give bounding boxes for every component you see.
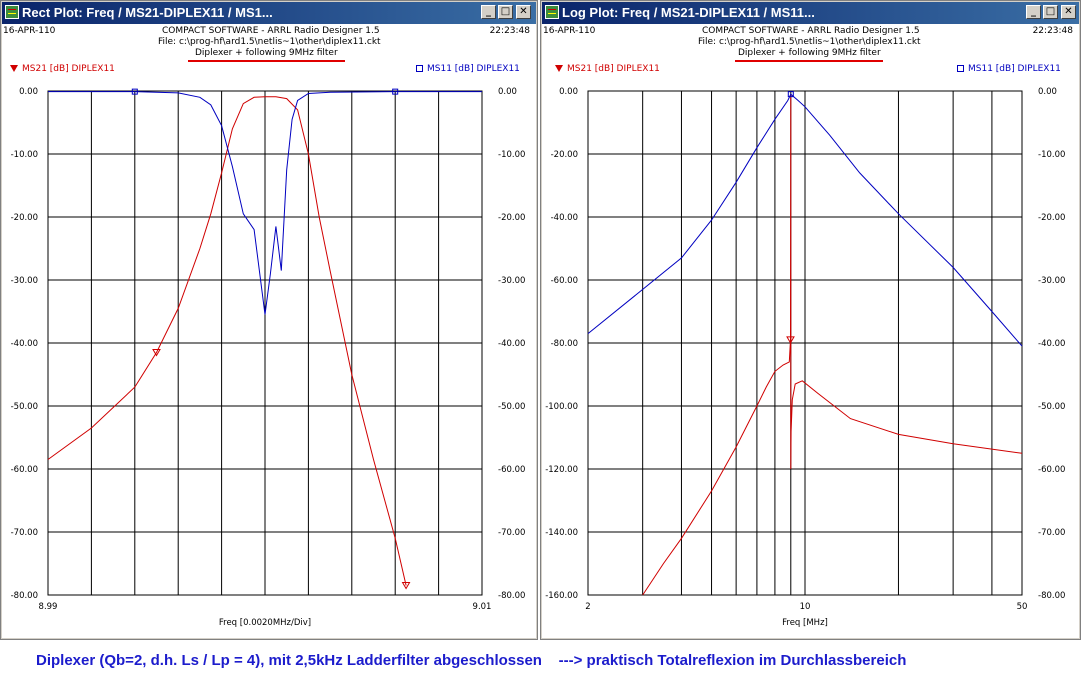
file-path: File: c:\prog-hf\ard1.5\netlis~1\other\d… bbox=[698, 37, 921, 47]
plot-time: 22:23:48 bbox=[1032, 26, 1073, 36]
y-tick-label-left: -140.00 bbox=[545, 528, 578, 538]
y-tick-label-right: -70.00 bbox=[1038, 528, 1065, 538]
x-tick-label: 9.01 bbox=[473, 602, 492, 612]
x-axis-label: Freq [MHz] bbox=[782, 618, 828, 628]
plot-subtitle: Diplexer + following 9MHz filter bbox=[195, 48, 338, 58]
ms21-marker bbox=[786, 336, 795, 344]
y-tick-label-left: -120.00 bbox=[545, 465, 578, 475]
legend-ms21-label: MS21 [dB] DIPLEX11 bbox=[567, 64, 660, 74]
y-tick-label-left: 0.00 bbox=[19, 87, 38, 97]
square-marker-icon bbox=[416, 65, 423, 72]
maximize-button[interactable]: □ bbox=[498, 5, 513, 19]
subtitle-underline bbox=[735, 60, 883, 62]
x-tick-label: 50 bbox=[1017, 602, 1028, 612]
window-title: Rect Plot: Freq / MS21-DIPLEX11 / MS1... bbox=[22, 5, 273, 20]
x-tick-label: 2 bbox=[585, 602, 590, 612]
subtitle-underline bbox=[188, 60, 345, 62]
y-tick-label-right: -80.00 bbox=[498, 591, 525, 601]
y-tick-label-left: -20.00 bbox=[551, 150, 578, 160]
legend-ms21: MS21 [dB] DIPLEX11 bbox=[10, 64, 115, 74]
series-line-ms21 bbox=[47, 96, 407, 586]
file-path: File: c:\prog-hf\ard1.5\netlis~1\other\d… bbox=[158, 37, 381, 47]
legend-ms11-label: MS11 [dB] DIPLEX11 bbox=[427, 64, 520, 74]
plot-frame bbox=[47, 90, 483, 596]
y-tick-label-left: 0.00 bbox=[559, 87, 578, 97]
legend-ms21: MS21 [dB] DIPLEX11 bbox=[555, 64, 660, 74]
legend-ms11-label: MS11 [dB] DIPLEX11 bbox=[968, 64, 1061, 74]
y-tick-label-right: 0.00 bbox=[1038, 87, 1057, 97]
y-tick-label-right: -70.00 bbox=[498, 528, 525, 538]
y-tick-label-left: -50.00 bbox=[11, 402, 38, 412]
x-tick-label: 8.99 bbox=[39, 602, 58, 612]
close-button[interactable]: ✕ bbox=[1061, 5, 1076, 19]
y-tick-label-left: -10.00 bbox=[11, 150, 38, 160]
y-tick-label-right: -20.00 bbox=[498, 213, 525, 223]
plot-subtitle: Diplexer + following 9MHz filter bbox=[738, 48, 881, 58]
y-tick-label-right: -80.00 bbox=[1038, 591, 1065, 601]
y-tick-label-right: -60.00 bbox=[1038, 465, 1065, 475]
y-tick-label-right: -60.00 bbox=[498, 465, 525, 475]
minimize-button[interactable]: _ bbox=[1026, 5, 1041, 19]
close-button[interactable]: ✕ bbox=[516, 5, 531, 19]
ms11-marker bbox=[392, 88, 399, 95]
y-tick-label-left: -70.00 bbox=[11, 528, 38, 538]
x-tick-label: 10 bbox=[800, 602, 811, 612]
maximize-button[interactable]: □ bbox=[1043, 5, 1058, 19]
legend-ms21-label: MS21 [dB] DIPLEX11 bbox=[22, 64, 115, 74]
y-tick-label-right: -30.00 bbox=[498, 276, 525, 286]
log-plot-chart: 0.00 0.00 -20.00 -10.00 -40.00 -20.00 -60.00 -3… bbox=[545, 87, 1065, 628]
y-tick-label-right: -10.00 bbox=[1038, 150, 1065, 160]
y-tick-label-left: -40.00 bbox=[11, 339, 38, 349]
rect-plot-area: 16-APR-110 COMPACT SOFTWARE - ARRL Radio… bbox=[2, 24, 536, 638]
plot-frame bbox=[587, 90, 1023, 596]
y-tick-label-right: -30.00 bbox=[1038, 276, 1065, 286]
rect-plot-chart: 0.00 0.00 -10.00 -10.00 -20.00 -20.00 -30.00 -3… bbox=[11, 87, 526, 628]
plot-app-icon bbox=[5, 5, 19, 19]
series-line-ms21 bbox=[642, 94, 1023, 596]
y-tick-label-left: -30.00 bbox=[11, 276, 38, 286]
ms21-marker bbox=[152, 348, 161, 357]
y-tick-label-right: -50.00 bbox=[498, 402, 525, 412]
plot-time: 22:23:48 bbox=[489, 26, 530, 36]
y-tick-label-left: -100.00 bbox=[545, 402, 578, 412]
plot-date: 16-APR-110 bbox=[543, 26, 596, 36]
plot-app-icon bbox=[545, 5, 559, 19]
y-tick-label-right: -20.00 bbox=[1038, 213, 1065, 223]
square-marker-icon bbox=[957, 65, 964, 72]
y-tick-label-right: -50.00 bbox=[1038, 402, 1065, 412]
y-tick-label-left: -20.00 bbox=[11, 213, 38, 223]
y-tick-label-left: -160.00 bbox=[545, 591, 578, 601]
y-tick-label-left: -80.00 bbox=[551, 339, 578, 349]
rect-plot-window[interactable]: Rect Plot: Freq / MS21-DIPLEX11 / MS1...… bbox=[0, 0, 538, 640]
x-axis-label: Freq [0.0020MHz/Div] bbox=[219, 618, 311, 628]
log-plot-window[interactable]: Log Plot: Freq / MS21-DIPLEX11 / MS11...… bbox=[540, 0, 1081, 640]
y-tick-label-left: -60.00 bbox=[551, 276, 578, 286]
minimize-button[interactable]: _ bbox=[481, 5, 496, 19]
triangle-marker-icon bbox=[10, 65, 18, 72]
legend-ms11: MS11 [dB] DIPLEX11 bbox=[416, 64, 520, 74]
legend-ms11: MS11 [dB] DIPLEX11 bbox=[957, 64, 1061, 74]
log-plot-area: 16-APR-110 COMPACT SOFTWARE - ARRL Radio… bbox=[542, 24, 1079, 638]
log-plot-titlebar[interactable]: Log Plot: Freq / MS21-DIPLEX11 / MS11...… bbox=[542, 2, 1079, 24]
triangle-marker-icon bbox=[555, 65, 563, 72]
y-tick-label-right: -10.00 bbox=[498, 150, 525, 160]
ms11-marker bbox=[787, 91, 794, 98]
y-tick-label-right: -40.00 bbox=[1038, 339, 1065, 349]
y-tick-label-left: -80.00 bbox=[11, 591, 38, 601]
y-tick-label-right: -40.00 bbox=[498, 339, 525, 349]
caption-text: Diplexer (Qb=2, d.h. Ls / Lp = 4), mit 2… bbox=[36, 652, 907, 669]
software-name: COMPACT SOFTWARE - ARRL Radio Designer 1… bbox=[702, 26, 920, 36]
ms21-marker bbox=[401, 582, 411, 590]
series-line-ms11 bbox=[587, 93, 1023, 347]
plot-date: 16-APR-110 bbox=[3, 26, 56, 36]
ms11-marker bbox=[131, 88, 138, 95]
software-name: COMPACT SOFTWARE - ARRL Radio Designer 1… bbox=[162, 26, 380, 36]
series-line-ms11 bbox=[48, 91, 482, 315]
window-title: Log Plot: Freq / MS21-DIPLEX11 / MS11... bbox=[562, 5, 815, 20]
y-tick-label-left: -60.00 bbox=[11, 465, 38, 475]
y-tick-label-right: 0.00 bbox=[498, 87, 517, 97]
y-tick-label-left: -40.00 bbox=[551, 213, 578, 223]
rect-plot-titlebar[interactable]: Rect Plot: Freq / MS21-DIPLEX11 / MS1...… bbox=[2, 2, 536, 24]
